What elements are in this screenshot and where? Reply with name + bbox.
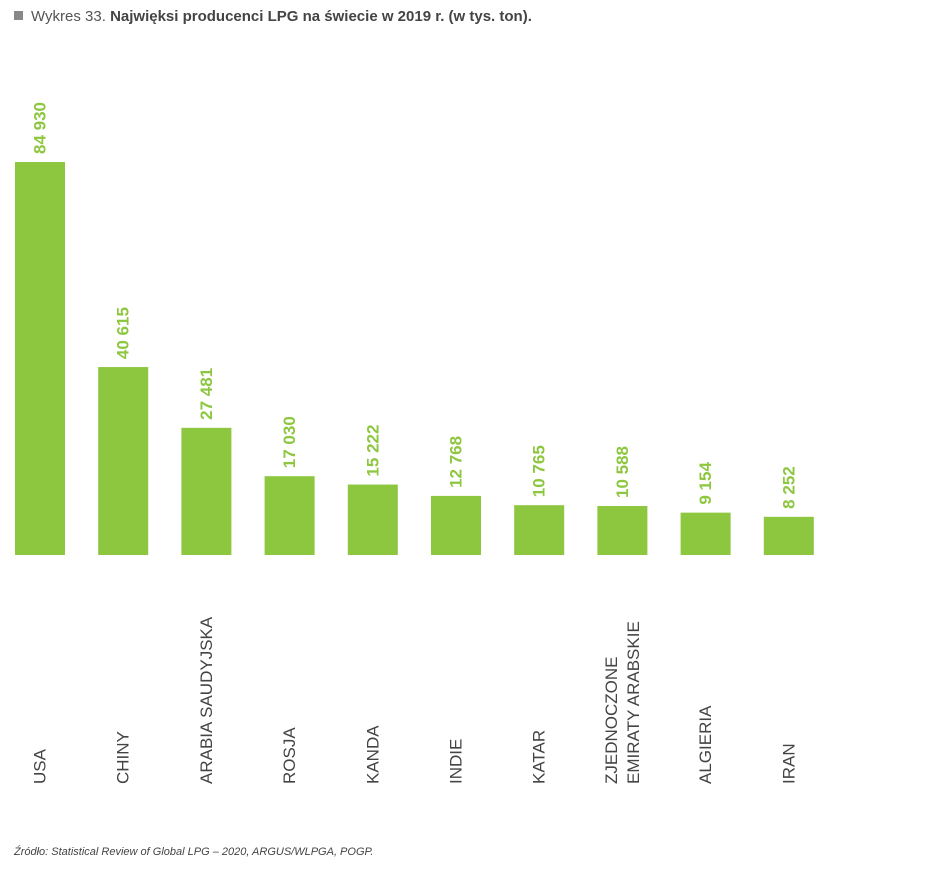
value-label-9: 8 252 (779, 466, 798, 509)
category-label-9: IRAN (779, 743, 798, 784)
chart-title-text: Najwięksi producenci LPG na świecie w 20… (110, 8, 532, 25)
category-label-0: USA (31, 748, 50, 784)
value-label-2: 27 481 (197, 368, 216, 420)
value-label-5: 12 768 (447, 436, 466, 488)
category-label-8: ALGIERIA (696, 705, 715, 784)
value-label-3: 17 030 (280, 416, 299, 468)
bar-7 (597, 506, 648, 555)
bar-9 (763, 516, 814, 555)
category-label-5: INDIE (447, 739, 466, 784)
category-label-1: CHINY (114, 731, 133, 784)
title-marker-icon (14, 11, 23, 20)
value-label-8: 9 154 (696, 462, 715, 505)
source-note: Źródło: Statistical Review of Global LPG… (14, 846, 374, 858)
value-label-0: 84 930 (31, 102, 50, 154)
bar-0 (15, 162, 65, 555)
bar-2 (181, 427, 232, 555)
bar-4 (347, 484, 398, 555)
value-label-1: 40 615 (114, 307, 133, 359)
bar-1 (98, 367, 149, 555)
bar-3 (264, 476, 315, 555)
value-label-7: 10 588 (613, 446, 632, 498)
category-label-2: ARABIA SAUDYJSKA (197, 616, 216, 784)
category-label-7-line-0: ZJEDNOCZONE (602, 657, 621, 785)
bar-6 (514, 505, 565, 555)
chart-title-prefix: Wykres 33. (31, 8, 106, 25)
bar-8 (680, 512, 731, 555)
category-label-4: KANDA (363, 725, 382, 784)
bar-5 (431, 495, 481, 555)
category-label-7-line-1: EMIRATY ARABSKIE (624, 621, 643, 784)
chart-title: Wykres 33. Najwięksi producenci LPG na ś… (14, 8, 532, 25)
category-label-3: ROSJA (280, 727, 299, 784)
value-label-4: 15 222 (363, 425, 382, 477)
value-label-6: 10 765 (530, 445, 549, 497)
category-label-6: KATAR (530, 730, 549, 784)
